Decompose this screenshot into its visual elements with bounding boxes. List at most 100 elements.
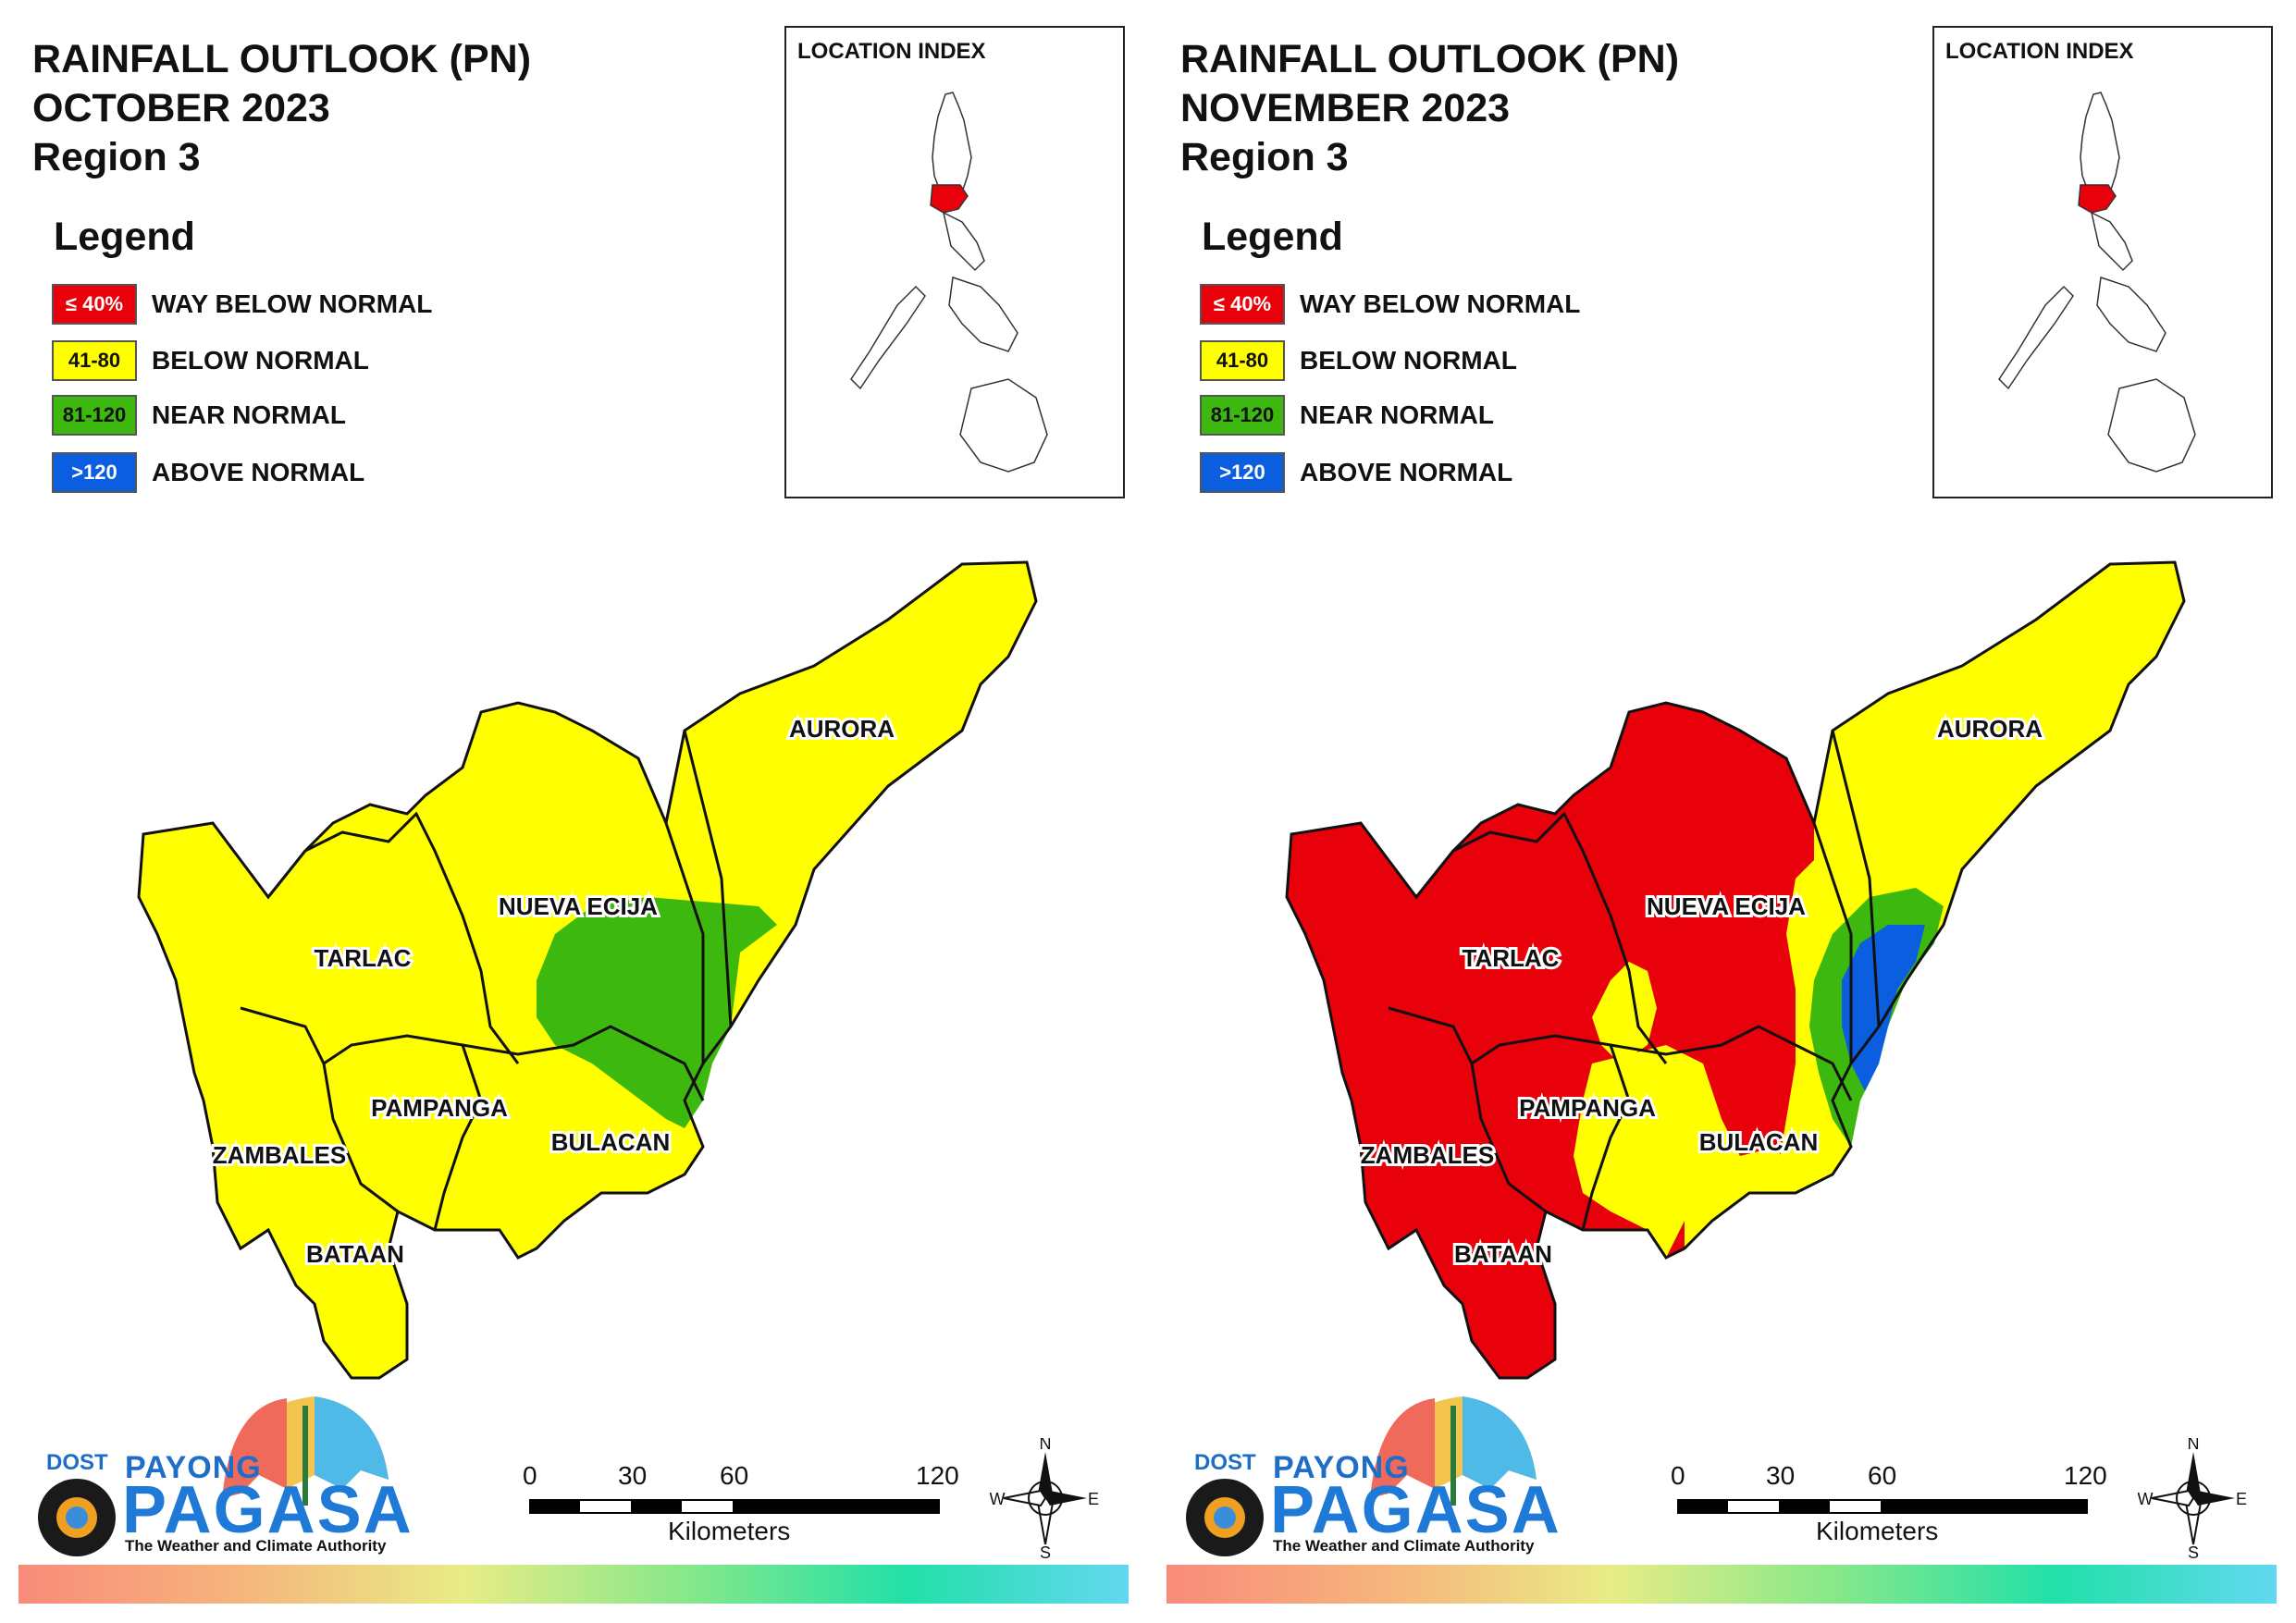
compass-e: E xyxy=(2236,1490,2247,1508)
region3-rainfall-map: AURORA NUEVA ECIJA TARLAC PAMPANGA BULAC… xyxy=(1285,560,2186,1380)
province-label-nueva-ecija: NUEVA ECIJA xyxy=(1647,892,1806,920)
region-below-normal-tarlac xyxy=(1592,962,1657,1064)
compass-s: S xyxy=(1040,1543,1051,1558)
compass-w: W xyxy=(2138,1490,2154,1508)
legend-item-below: 41-80 BELOW NORMAL xyxy=(1200,339,1517,382)
north-arrow-icon: N E S W xyxy=(2138,1438,2247,1558)
scale-bar xyxy=(529,1499,940,1514)
region3-rainfall-map: AURORA NUEVA ECIJA TARLAC PAMPANGA BULAC… xyxy=(137,560,1038,1380)
umbrella-logo xyxy=(1370,1396,1537,1506)
scale-bar xyxy=(1677,1499,2088,1514)
title-line-1: RAINFALL OUTLOOK (PN) xyxy=(1180,37,1680,81)
scale-tick-60: 60 xyxy=(720,1461,749,1490)
legend-item-near: 81-120 NEAR NORMAL xyxy=(1200,394,1494,436)
legend-title: Legend xyxy=(54,215,195,259)
title-month: NOVEMBER 2023 xyxy=(1180,86,1511,130)
payong-label: PAYONG xyxy=(1273,1450,1410,1485)
region-below-normal-east xyxy=(1777,562,2184,1193)
legend-swatch: ≤ 40% xyxy=(1200,284,1285,325)
province-label-bulacan: BULACAN xyxy=(551,1128,671,1156)
payong-label: PAYONG xyxy=(125,1450,262,1485)
map-footer: DOST PAYONG PAGASA The Weather and Clima… xyxy=(0,1387,1148,1623)
legend-label: ABOVE NORMAL xyxy=(1300,458,1513,486)
footer-gradient-bar xyxy=(19,1565,1129,1604)
province-label-tarlac: TARLAC xyxy=(315,944,412,972)
october-panel: RAINFALL OUTLOOK (PN) OCTOBER 2023 Regio… xyxy=(0,26,1148,1623)
legend-label: BELOW NORMAL xyxy=(152,346,369,375)
province-label-aurora: AURORA xyxy=(1937,715,2043,743)
footer-gradient-bar xyxy=(1167,1565,2277,1604)
province-label-zambales: ZAMBALES xyxy=(1361,1141,1494,1169)
region-below-normal-bulacan xyxy=(1685,1147,1796,1248)
legend-swatch: >120 xyxy=(1200,452,1285,493)
legend-item-way-below: ≤ 40% WAY BELOW NORMAL xyxy=(52,283,432,326)
province-boundaries xyxy=(137,560,1038,1380)
compass-n: N xyxy=(1040,1438,1052,1453)
scale-tick-120: 120 xyxy=(916,1461,959,1490)
scale-tick-30: 30 xyxy=(618,1461,648,1490)
title-region: Region 3 xyxy=(1180,135,1349,179)
compass-s: S xyxy=(2188,1543,2199,1558)
philippines-outline xyxy=(850,92,1048,473)
province-label-pampanga: PAMPANGA xyxy=(371,1094,508,1122)
legend-swatch: ≤ 40% xyxy=(52,284,137,325)
north-arrow-icon: N E S W xyxy=(990,1438,1099,1558)
legend-item-above: >120 ABOVE NORMAL xyxy=(1200,451,1512,494)
tagline: The Weather and Climate Authority xyxy=(125,1537,387,1555)
legend-swatch: >120 xyxy=(52,452,137,493)
november-panel: RAINFALL OUTLOOK (PN) NOVEMBER 2023 Regi… xyxy=(1148,0,2296,1623)
location-index-map: LOCATION INDEX xyxy=(784,26,1125,498)
compass-e: E xyxy=(1088,1490,1099,1508)
legend-title: Legend xyxy=(1202,215,1343,259)
province-label-bataan: BATAAN xyxy=(306,1240,404,1268)
pagasa-seal-icon xyxy=(1186,1479,1264,1556)
title-line-1: RAINFALL OUTLOOK (PN) xyxy=(32,37,532,81)
legend-swatch: 41-80 xyxy=(52,340,137,381)
location-index-label: LOCATION INDEX xyxy=(1945,39,2134,64)
province-boundaries xyxy=(1285,560,2186,1380)
province-label-nueva-ecija: NUEVA ECIJA xyxy=(499,892,658,920)
map-title: RAINFALL OUTLOOK (PN) OCTOBER 2023 Regio… xyxy=(32,35,531,182)
scale-tick-0: 0 xyxy=(523,1461,537,1490)
province-label-tarlac: TARLAC xyxy=(1463,944,1560,972)
dost-label: DOST xyxy=(1194,1450,1256,1475)
map-title: RAINFALL OUTLOOK (PN) NOVEMBER 2023 Regi… xyxy=(1180,35,1679,182)
legend-swatch: 81-120 xyxy=(1200,395,1285,436)
pagasa-seal-icon xyxy=(38,1479,116,1556)
province-label-bulacan: BULACAN xyxy=(1699,1128,1819,1156)
province-label-bataan: BATAAN xyxy=(1454,1240,1552,1268)
philippines-outline xyxy=(1998,92,2196,473)
legend-label: BELOW NORMAL xyxy=(1300,346,1517,375)
map-footer: DOST PAYONG PAGASA The Weather and Clima… xyxy=(1148,1387,2296,1623)
pagasa-wordmark: PAGASA xyxy=(1270,1473,1562,1547)
tagline: The Weather and Climate Authority xyxy=(1273,1537,1535,1555)
province-label-zambales: ZAMBALES xyxy=(213,1141,346,1169)
legend-swatch: 81-120 xyxy=(52,395,137,436)
compass-n: N xyxy=(2188,1438,2200,1453)
title-region: Region 3 xyxy=(32,135,201,179)
dost-label: DOST xyxy=(46,1450,108,1475)
location-index-label: LOCATION INDEX xyxy=(797,39,986,64)
legend-label: NEAR NORMAL xyxy=(152,400,346,429)
compass-w: W xyxy=(990,1490,1006,1508)
scale-tick-30: 30 xyxy=(1766,1461,1796,1490)
legend-item-way-below: ≤ 40% WAY BELOW NORMAL xyxy=(1200,283,1580,326)
province-label-pampanga: PAMPANGA xyxy=(1519,1094,1656,1122)
pagasa-wordmark: PAGASA xyxy=(122,1473,414,1547)
legend-item-above: >120 ABOVE NORMAL xyxy=(52,451,364,494)
legend-label: NEAR NORMAL xyxy=(1300,400,1494,429)
scale-tick-0: 0 xyxy=(1671,1461,1685,1490)
legend-label: ABOVE NORMAL xyxy=(152,458,365,486)
title-month: OCTOBER 2023 xyxy=(32,86,330,130)
province-label-aurora: AURORA xyxy=(789,715,895,743)
region-near-normal xyxy=(537,897,777,1128)
scale-tick-120: 120 xyxy=(2064,1461,2107,1490)
legend-swatch: 41-80 xyxy=(1200,340,1285,381)
legend-item-below: 41-80 BELOW NORMAL xyxy=(52,339,369,382)
legend-item-near: 81-120 NEAR NORMAL xyxy=(52,394,346,436)
legend-label: WAY BELOW NORMAL xyxy=(1300,289,1581,318)
umbrella-logo xyxy=(222,1396,389,1506)
legend-label: WAY BELOW NORMAL xyxy=(152,289,433,318)
scale-unit-label: Kilometers xyxy=(1816,1517,1939,1545)
location-index-map: LOCATION INDEX xyxy=(1932,26,2273,498)
